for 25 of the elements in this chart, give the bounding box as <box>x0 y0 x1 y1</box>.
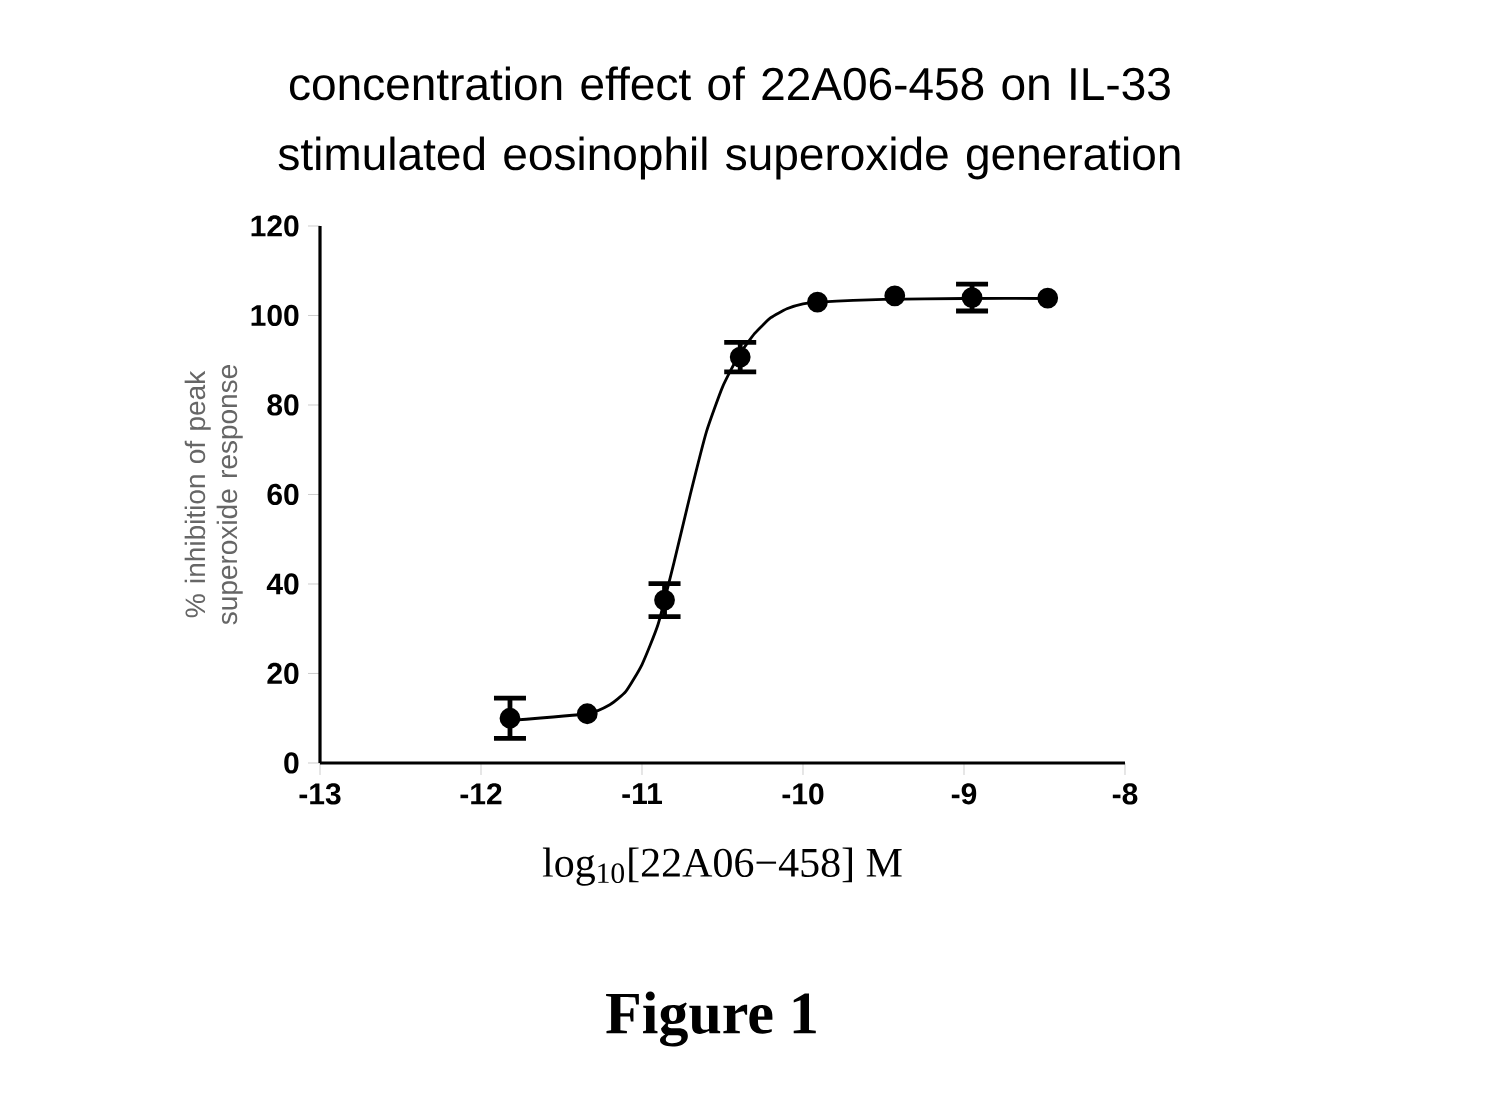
x-tick-label: -11 <box>622 783 663 804</box>
x-tick-label: -8 <box>1112 783 1138 805</box>
point <box>961 287 983 308</box>
y-tick-label: 40 <box>266 573 299 595</box>
chart-title: concentration effect of 22A06-458 on IL-33 stimulated eosinophil superoxide generation <box>278 66 1180 180</box>
point <box>499 707 521 729</box>
x-tick-label: -12 <box>460 783 502 805</box>
y-axis-title: % inhibition of peak superoxide response <box>184 365 243 625</box>
point <box>729 346 751 368</box>
x-tick-label: -9 <box>951 783 977 805</box>
y-tick-label: 80 <box>267 394 299 416</box>
x-tick-label: -10 <box>782 783 824 805</box>
text: Figure 1 <box>606 991 816 1047</box>
y-tick-label: 20 <box>267 662 299 685</box>
point <box>884 285 906 307</box>
y-tick-label: 120 <box>251 215 299 237</box>
x-axis-title: log$_{10}$[22A06−458] M <box>542 847 902 886</box>
y-tick-label: 100 <box>251 304 299 327</box>
point <box>807 291 828 313</box>
y-tick-label: 0 <box>284 752 299 774</box>
x-tick-label: -13 <box>299 783 341 805</box>
point <box>654 589 675 611</box>
point <box>576 703 598 725</box>
point <box>1037 287 1059 309</box>
y-tick-label: 60 <box>267 483 299 506</box>
